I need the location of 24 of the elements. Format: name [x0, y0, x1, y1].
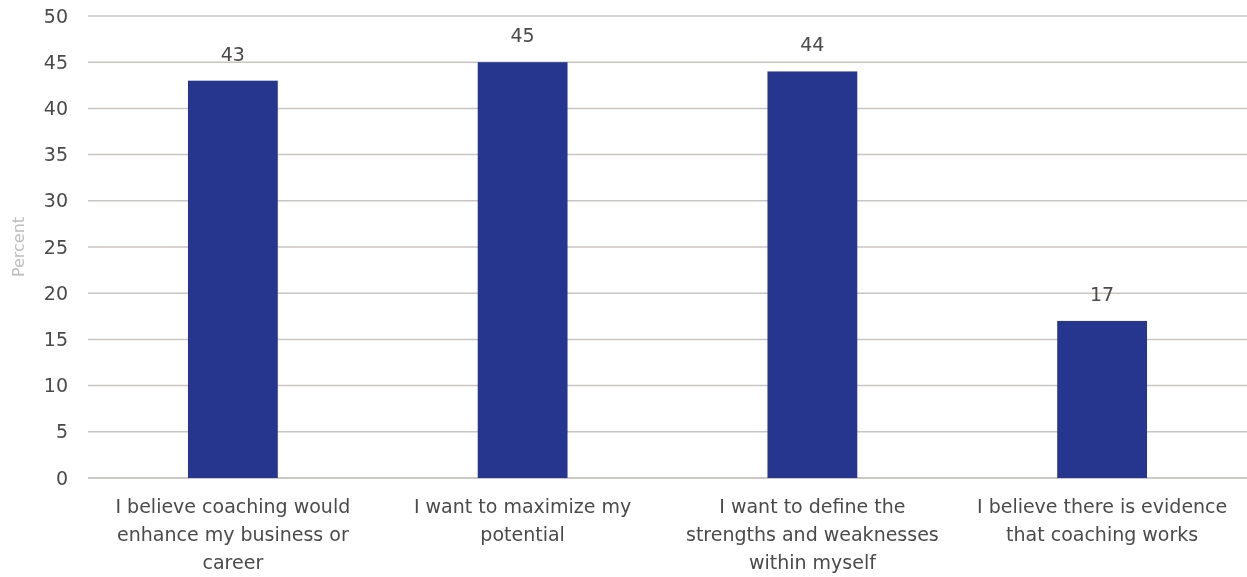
y-tick-label: 50	[43, 4, 68, 27]
y-tick-label: 30	[43, 189, 68, 212]
y-axis-title: Percent	[9, 216, 28, 278]
y-tick-label: 35	[43, 143, 68, 166]
bar	[477, 62, 568, 478]
data-label: 44	[800, 33, 825, 56]
data-label: 17	[1090, 282, 1115, 305]
y-tick-label: 0	[55, 466, 68, 489]
data-label: 43	[220, 42, 245, 65]
x-tick-label: I believe coaching would enhance my business or career	[115, 495, 351, 573]
bar	[187, 80, 278, 478]
x-tick-label: I want to define the strengths and weaknesses within myself	[686, 495, 939, 573]
y-tick-label: 25	[43, 235, 68, 258]
y-tick-label: 40	[43, 97, 68, 120]
y-tick-label: 45	[43, 50, 68, 73]
bar	[767, 71, 858, 478]
y-tick-label: 20	[43, 281, 68, 304]
bar	[1057, 320, 1148, 478]
x-tick-label: I believe there is evidence that coaching works	[976, 495, 1228, 545]
y-tick-label: 5	[55, 420, 68, 443]
y-tick-label: 15	[43, 328, 68, 351]
data-label: 45	[510, 24, 535, 47]
x-tick-label: I want to maximize my potential	[413, 495, 632, 545]
y-tick-label: 10	[43, 374, 68, 397]
